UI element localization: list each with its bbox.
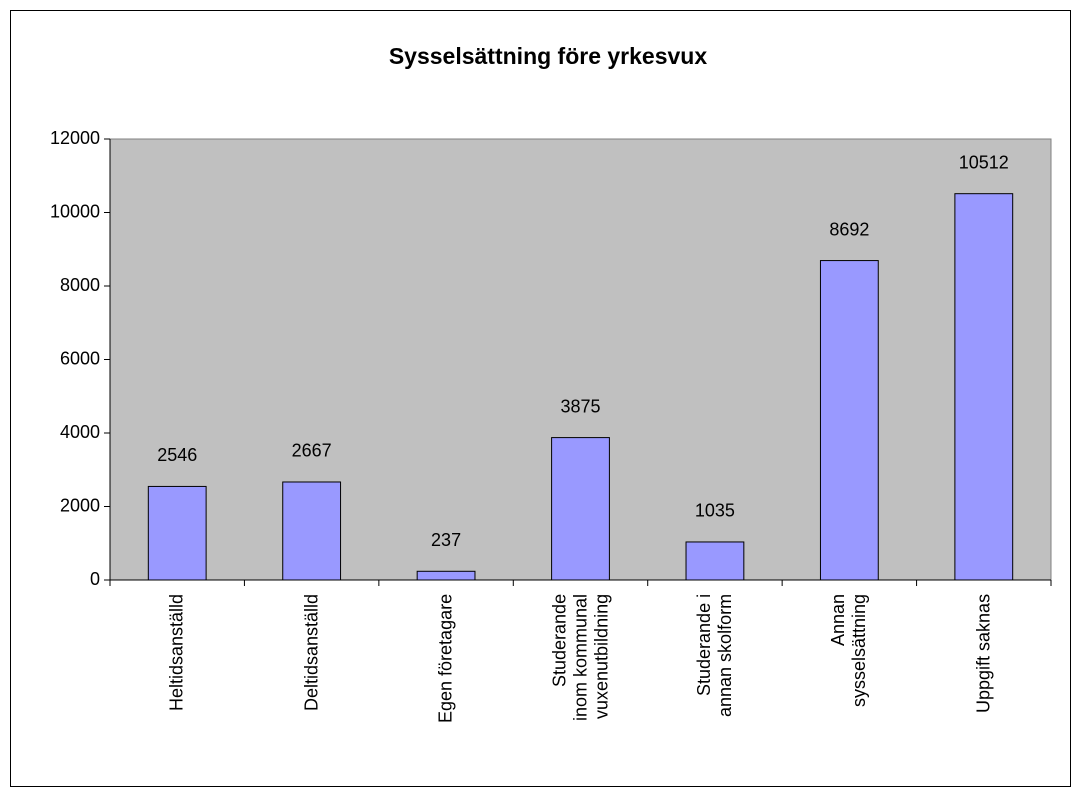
- chart-title: Sysselsättning före yrkesvux: [389, 43, 708, 69]
- x-tick-label: Uppgift saknas: [973, 594, 994, 714]
- data-label: 1035: [695, 501, 735, 521]
- bar: [147, 485, 207, 581]
- x-tick-label: Egen företagare: [435, 594, 456, 724]
- data-label: 237: [431, 530, 461, 550]
- y-tick-label: 10000: [50, 201, 100, 221]
- bar: [416, 570, 476, 581]
- bar: [282, 481, 342, 581]
- y-tick-label: 8000: [60, 275, 100, 295]
- x-tick-label: Deltidsanställd: [301, 594, 322, 712]
- y-tick-label: 6000: [60, 348, 100, 368]
- bar: [551, 437, 610, 581]
- x-tick-label: Studerande inom kommunal vuxenutbildning: [549, 594, 611, 722]
- y-tick-label: 0: [90, 569, 100, 589]
- bar: [819, 260, 879, 581]
- y-tick-label: 2000: [60, 495, 100, 515]
- x-tick-label: Annan sysselsättning: [828, 594, 870, 708]
- data-label: 2667: [292, 441, 332, 461]
- y-tick-label: 12000: [50, 128, 100, 148]
- y-tick-label: 4000: [60, 422, 100, 442]
- data-label: 2546: [157, 445, 197, 465]
- bar: [685, 541, 745, 581]
- bar: [954, 193, 1014, 581]
- x-tick-label: Studerande i annan skolform: [693, 594, 735, 718]
- data-label: 8692: [829, 219, 869, 239]
- data-label: 3875: [560, 396, 600, 416]
- data-label: 10512: [959, 152, 1009, 172]
- x-tick-label: Heltidsanställd: [166, 594, 187, 712]
